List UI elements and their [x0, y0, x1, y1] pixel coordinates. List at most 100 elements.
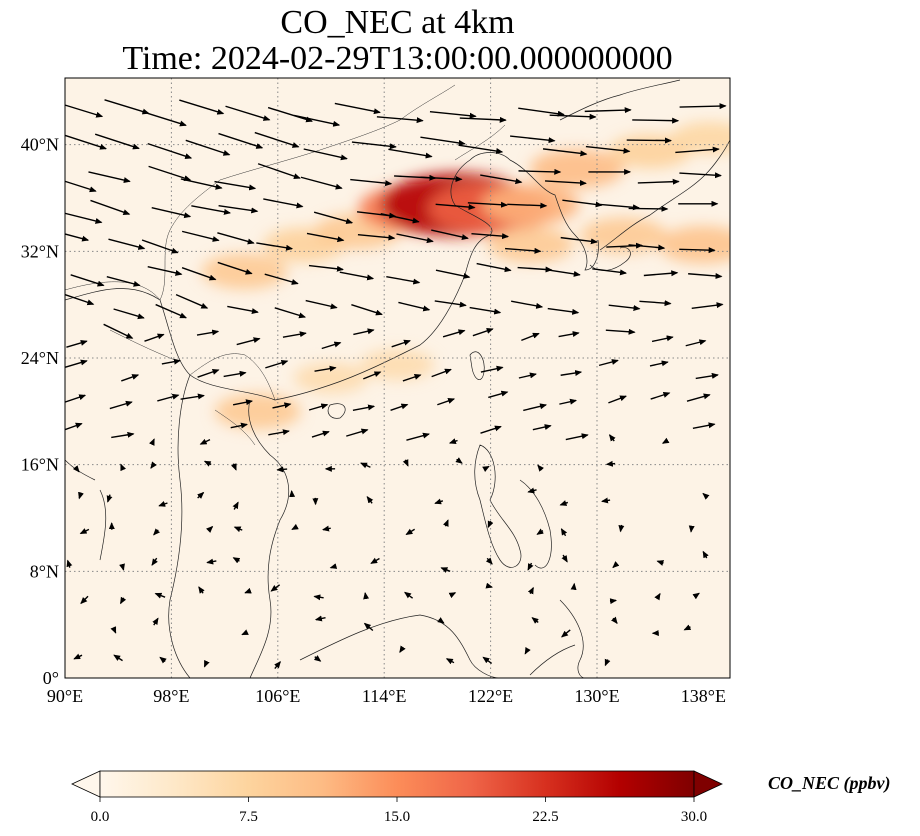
wind-vector — [268, 429, 290, 436]
wind-vector — [282, 331, 307, 338]
wind-vector — [560, 528, 568, 537]
wind-vector — [398, 301, 431, 312]
wind-vector — [119, 563, 125, 571]
wind-vector — [612, 561, 620, 569]
wind-vector — [267, 106, 314, 123]
wind-vector — [691, 302, 724, 309]
wind-vector — [402, 459, 409, 467]
wind-vector — [197, 491, 205, 499]
wind-vector — [329, 563, 338, 569]
wind-vector — [434, 498, 444, 505]
wind-vector — [314, 365, 337, 372]
colorbar-min-extend — [71, 770, 101, 798]
wind-vector — [151, 207, 192, 219]
wind-vector — [482, 656, 493, 665]
wind-vector — [313, 594, 324, 601]
wind-vector — [455, 457, 463, 464]
wind-vector — [79, 528, 90, 535]
wind-vector — [313, 655, 322, 662]
wind-vector — [531, 617, 539, 624]
wind-vector — [431, 229, 469, 240]
wind-vector — [524, 647, 531, 655]
wind-vector — [88, 171, 131, 183]
wind-vector — [152, 617, 159, 626]
map-title: CO_NEC at 4km — [280, 4, 515, 41]
wind-vector — [611, 616, 618, 625]
wind-vector — [584, 107, 632, 114]
lon-tick-label: 122°E — [468, 686, 513, 706]
wind-vector — [236, 337, 261, 346]
wind-vector — [420, 176, 463, 182]
wind-vector — [632, 117, 680, 124]
wind-vector — [147, 265, 183, 276]
wind-vector — [113, 308, 145, 320]
wind-vector — [445, 658, 455, 665]
wind-vector — [558, 331, 580, 338]
lat-tick-label: 24°N — [21, 348, 59, 368]
wind-vector — [206, 525, 214, 533]
wind-vector — [628, 244, 666, 251]
wind-vector — [350, 178, 393, 187]
wind-vector — [702, 492, 710, 500]
wind-vector — [254, 131, 300, 148]
wind-vector — [157, 393, 180, 402]
wind-vector — [404, 591, 414, 599]
wind-vector — [121, 374, 140, 382]
wind-vector — [217, 261, 253, 275]
wind-vector — [608, 304, 641, 312]
wind-vector — [241, 629, 249, 636]
wind-vector — [90, 199, 131, 216]
wind-vector — [420, 136, 466, 146]
lat-tick-label: 0° — [43, 668, 59, 688]
wind-vector — [147, 142, 193, 160]
wind-vector — [435, 269, 471, 279]
wind-vector — [598, 359, 619, 367]
wind-vector — [232, 399, 254, 406]
wind-vector — [321, 341, 342, 350]
wind-vector — [305, 299, 338, 310]
wind-vector — [488, 390, 509, 399]
wind-vector — [472, 328, 494, 337]
wind-vector — [363, 371, 382, 380]
wind-vector — [154, 592, 166, 599]
wind-vector — [702, 550, 709, 559]
wind-vector — [487, 520, 494, 529]
wind-vector — [459, 116, 507, 123]
wind-vector — [650, 391, 671, 400]
wind-vector — [476, 262, 512, 273]
wind-vector — [376, 116, 424, 124]
colorbar: 0.0 7.5 15.0 22.5 30.0 CO_NEC (ppbv) — [71, 770, 891, 825]
wind-vector — [256, 242, 294, 251]
wind-vector — [109, 400, 133, 410]
lon-tick-label: 114°E — [362, 686, 407, 706]
wind-vector — [511, 300, 544, 309]
wind-vector — [303, 148, 348, 161]
wind-vector — [353, 328, 375, 336]
wind-vector — [480, 174, 523, 185]
wind-vector — [679, 247, 716, 254]
wind-vector — [181, 267, 217, 281]
colorbar-tick-label: 0.0 — [91, 809, 110, 825]
wind-vector — [352, 404, 376, 411]
wind-vector — [233, 526, 243, 533]
wind-vector — [180, 178, 223, 190]
colorbar-label: CO_NEC (ppbv) — [768, 773, 891, 794]
wind-vector — [480, 425, 502, 434]
wind-vector — [108, 238, 146, 250]
wind-vector — [274, 661, 281, 670]
wind-vector — [565, 433, 589, 441]
wind-vector — [180, 393, 205, 400]
wind-vector — [399, 645, 406, 653]
wind-vector — [308, 403, 329, 411]
wind-vector — [311, 430, 330, 438]
lat-tick-label: 40°N — [21, 135, 59, 155]
wind-vector — [276, 466, 288, 473]
wind-vector — [230, 422, 248, 429]
wind-vector — [467, 201, 508, 208]
lat-tick-label: 32°N — [21, 241, 59, 261]
wind-vector — [437, 617, 445, 624]
wind-vector — [639, 300, 672, 307]
wind-vector — [175, 293, 209, 309]
wind-vector — [357, 233, 396, 241]
wind-vector — [66, 559, 73, 568]
